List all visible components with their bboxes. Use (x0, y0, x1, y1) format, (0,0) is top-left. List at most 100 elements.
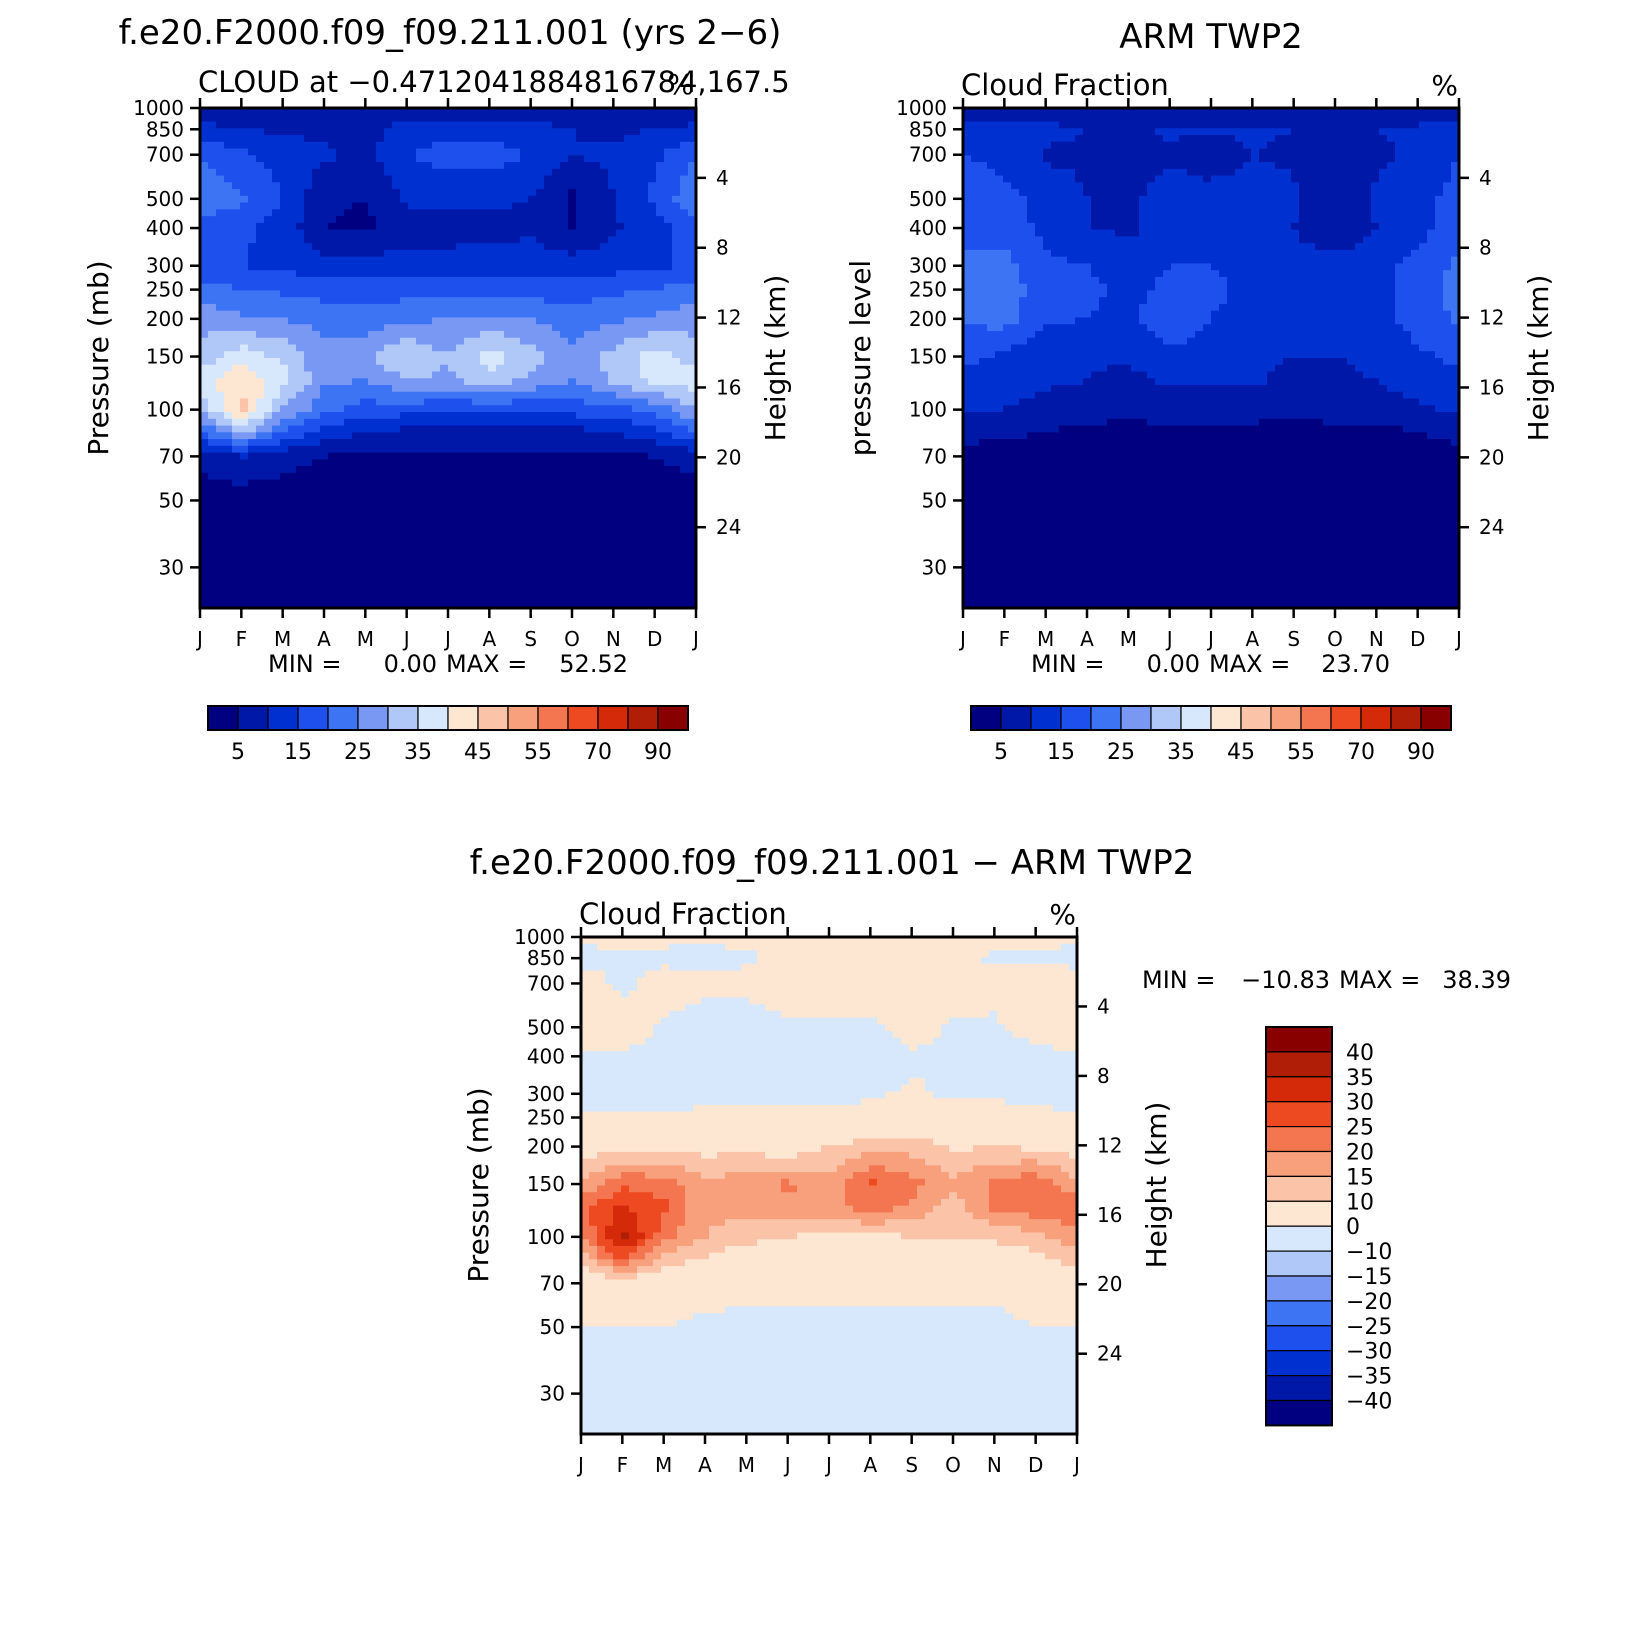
field-cell (1219, 135, 1228, 143)
field-cell (680, 520, 689, 528)
field-cell (264, 297, 273, 305)
field-cell (432, 135, 441, 143)
field-cell (376, 567, 385, 575)
field-cell (480, 128, 489, 136)
field-cell (512, 135, 521, 143)
field-cell (464, 121, 473, 129)
field-cell (232, 330, 241, 339)
field-cell (528, 412, 537, 420)
field-cell (416, 364, 425, 373)
field-cell (272, 303, 281, 312)
field-cell (544, 405, 553, 413)
field-cell (528, 439, 537, 447)
field-cell (400, 418, 409, 427)
field-cell (296, 263, 305, 271)
field-cell (424, 560, 433, 569)
field-cell (368, 533, 377, 542)
field-cell (600, 587, 609, 596)
field-cell (648, 499, 657, 508)
field-cell (280, 378, 289, 386)
field-cell (224, 567, 233, 575)
field-cell (1179, 121, 1188, 129)
field-cell (416, 236, 425, 244)
field-cell (963, 135, 972, 143)
field-cell (600, 283, 609, 292)
field-cell (432, 168, 441, 177)
field-cell (288, 499, 297, 508)
field-cell (232, 189, 241, 197)
field-cell (368, 108, 377, 116)
field-cell (240, 547, 249, 555)
colorbar-swatch (327, 705, 359, 731)
field-cell (272, 114, 281, 123)
field-cell (456, 560, 465, 569)
field-cell (552, 587, 561, 596)
field-cell (616, 243, 625, 251)
field-cell (408, 310, 417, 319)
field-cell (216, 364, 225, 373)
field-cell (448, 574, 457, 582)
colorbar: 5 15 25 35 45 55 70 90 (207, 705, 689, 765)
field-cell (664, 148, 673, 156)
field-cell (432, 263, 441, 271)
field-cell (616, 195, 625, 204)
field-cell (488, 445, 497, 454)
field-cell (664, 236, 673, 244)
field-cell (512, 189, 521, 197)
field-cell (440, 229, 449, 237)
field-cell (272, 520, 281, 528)
field-cell (544, 567, 553, 575)
field-cell (200, 162, 209, 170)
field-cell (288, 439, 297, 447)
field-cell (648, 587, 657, 596)
field-cell (528, 337, 537, 346)
field-cell (568, 472, 577, 481)
field-cell (240, 310, 249, 319)
field-cell (496, 310, 505, 319)
field-cell (200, 594, 209, 602)
field-cell (352, 385, 361, 393)
field-cell (616, 594, 625, 602)
field-cell (400, 236, 409, 244)
field-cell (384, 513, 393, 521)
field-cell (624, 168, 633, 177)
colorbar-label: 35 (404, 740, 432, 765)
field-cell (624, 358, 633, 366)
field-cell (688, 358, 696, 366)
field-cell (504, 594, 513, 602)
field-cell (272, 513, 281, 521)
field-cell (248, 520, 257, 528)
field-cell (352, 594, 361, 602)
field-cell (520, 547, 529, 555)
field-cell (640, 499, 649, 508)
field-cell (304, 486, 313, 494)
field-cell (1187, 108, 1196, 116)
field-cell (256, 499, 265, 508)
field-cell (368, 540, 377, 548)
field-cell (240, 243, 249, 251)
field-cell (1011, 108, 1020, 116)
field-cell (496, 297, 505, 305)
field-cell (408, 364, 417, 373)
field-cell (288, 317, 297, 325)
field-cell (688, 162, 696, 170)
field-cell (632, 249, 641, 258)
field-cell (1403, 128, 1412, 136)
field-cell (664, 452, 673, 460)
field-cell (648, 601, 657, 608)
y-tick-label: 100 (146, 398, 184, 422)
field-cell (504, 391, 513, 400)
field-cell (520, 243, 529, 251)
field-cell (608, 108, 617, 116)
field-cell (384, 371, 393, 379)
field-cell (232, 385, 241, 393)
field-cell (424, 506, 433, 515)
field-cell (208, 337, 217, 346)
field-cell (472, 432, 481, 440)
field-cell (584, 358, 593, 366)
field-cell (200, 108, 209, 116)
field-cell (552, 466, 561, 474)
field-cell (344, 479, 353, 487)
field-cell (336, 135, 345, 143)
field-cell (320, 276, 329, 285)
